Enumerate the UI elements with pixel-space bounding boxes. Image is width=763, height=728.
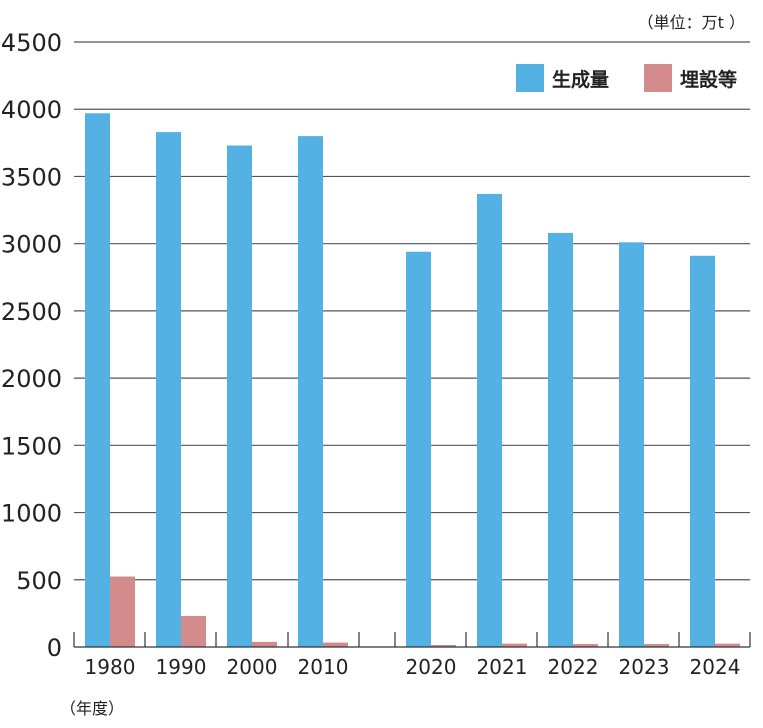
x-tick-label: 2021 <box>477 655 528 679</box>
bars <box>85 113 740 648</box>
y-tick-label: 500 <box>16 567 62 595</box>
x-tick-label: 2010 <box>298 655 349 679</box>
unit-label: （単位：万t ） <box>638 13 745 32</box>
bar-generation-2000 <box>227 145 252 647</box>
x-tick-label: 2024 <box>690 655 741 679</box>
y-tick-label: 4500 <box>1 29 62 57</box>
bar-generation-2023 <box>619 242 644 648</box>
bar-generation-2021 <box>477 193 502 647</box>
bar-generation-2024 <box>690 255 715 647</box>
x-tick-label: 1980 <box>85 655 136 679</box>
bar-disposal-2023 <box>644 644 669 647</box>
legend-swatch-series-1 <box>644 64 672 92</box>
bar-disposal-1990 <box>181 615 206 647</box>
y-tick-label: 1000 <box>1 500 62 528</box>
bar-disposal-2024 <box>715 643 740 647</box>
bar-disposal-2010 <box>323 642 348 647</box>
legend-swatch-series-0 <box>516 64 544 92</box>
bar-disposal-2000 <box>252 641 277 647</box>
y-tick-label: 3000 <box>1 231 62 259</box>
bar-disposal-2021 <box>502 643 527 647</box>
bar-disposal-2022 <box>573 644 598 647</box>
x-tick-label: 2000 <box>227 655 278 679</box>
x-axis: 1980 1990 2000 2010 2020 2021 2022 2023 2024 <box>73 632 751 679</box>
bar-generation-1980 <box>85 113 110 647</box>
y-tick-label: 4000 <box>1 96 62 124</box>
bar-generation-2020 <box>406 251 431 647</box>
x-tick-label: 1990 <box>156 655 207 679</box>
legend-label-series-1: 埋設等 <box>680 68 737 91</box>
bar-generation-1990 <box>156 132 181 648</box>
bar-generation-2010 <box>298 136 323 647</box>
y-tick-label: 1500 <box>1 432 62 460</box>
x-tick-label: 2020 <box>406 655 457 679</box>
y-tick-label: 3500 <box>1 163 62 191</box>
y-tick-label: 0 <box>47 634 62 662</box>
legend-label-series-0: 生成量 <box>552 68 609 91</box>
x-axis-label: （年度） <box>60 699 124 718</box>
y-tick-label: 2000 <box>1 365 62 393</box>
bar-disposal-1980 <box>110 576 135 647</box>
y-axis: 0 500 1000 1500 2000 2500 3000 3500 4000 4500 <box>1 29 62 662</box>
y-tick-label: 2500 <box>1 298 62 326</box>
x-tick-label: 2022 <box>548 655 599 679</box>
x-tick-label: 2023 <box>619 655 670 679</box>
bar-disposal-2020 <box>431 644 456 647</box>
legend: 生成量 埋設等 <box>516 64 737 92</box>
bar-generation-2022 <box>548 232 573 647</box>
